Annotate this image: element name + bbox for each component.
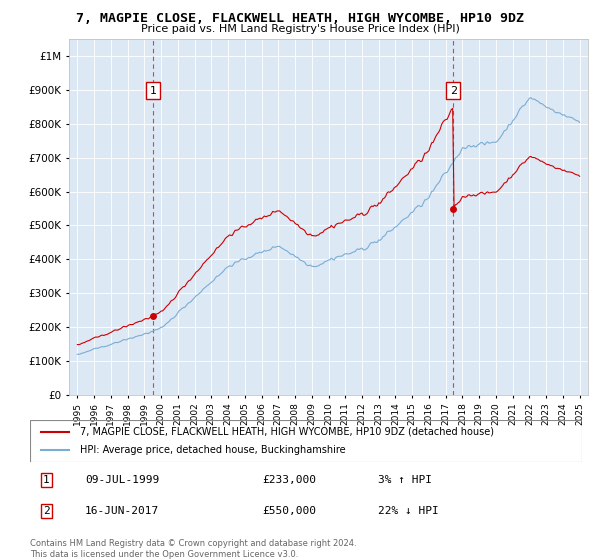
Text: 1: 1 xyxy=(150,86,157,96)
Text: 7, MAGPIE CLOSE, FLACKWELL HEATH, HIGH WYCOMBE, HP10 9DZ: 7, MAGPIE CLOSE, FLACKWELL HEATH, HIGH W… xyxy=(76,12,524,25)
Text: Price paid vs. HM Land Registry's House Price Index (HPI): Price paid vs. HM Land Registry's House … xyxy=(140,24,460,34)
Text: 16-JUN-2017: 16-JUN-2017 xyxy=(85,506,160,516)
Text: 7, MAGPIE CLOSE, FLACKWELL HEATH, HIGH WYCOMBE, HP10 9DZ (detached house): 7, MAGPIE CLOSE, FLACKWELL HEATH, HIGH W… xyxy=(80,427,494,437)
Text: Contains HM Land Registry data © Crown copyright and database right 2024.
This d: Contains HM Land Registry data © Crown c… xyxy=(30,539,356,559)
Text: £233,000: £233,000 xyxy=(262,475,316,485)
Text: 22% ↓ HPI: 22% ↓ HPI xyxy=(378,506,439,516)
Text: 2: 2 xyxy=(449,86,457,96)
Text: 3% ↑ HPI: 3% ↑ HPI xyxy=(378,475,432,485)
Text: 09-JUL-1999: 09-JUL-1999 xyxy=(85,475,160,485)
Text: HPI: Average price, detached house, Buckinghamshire: HPI: Average price, detached house, Buck… xyxy=(80,445,346,455)
Text: 1: 1 xyxy=(43,475,50,485)
Text: £550,000: £550,000 xyxy=(262,506,316,516)
Text: 2: 2 xyxy=(43,506,50,516)
